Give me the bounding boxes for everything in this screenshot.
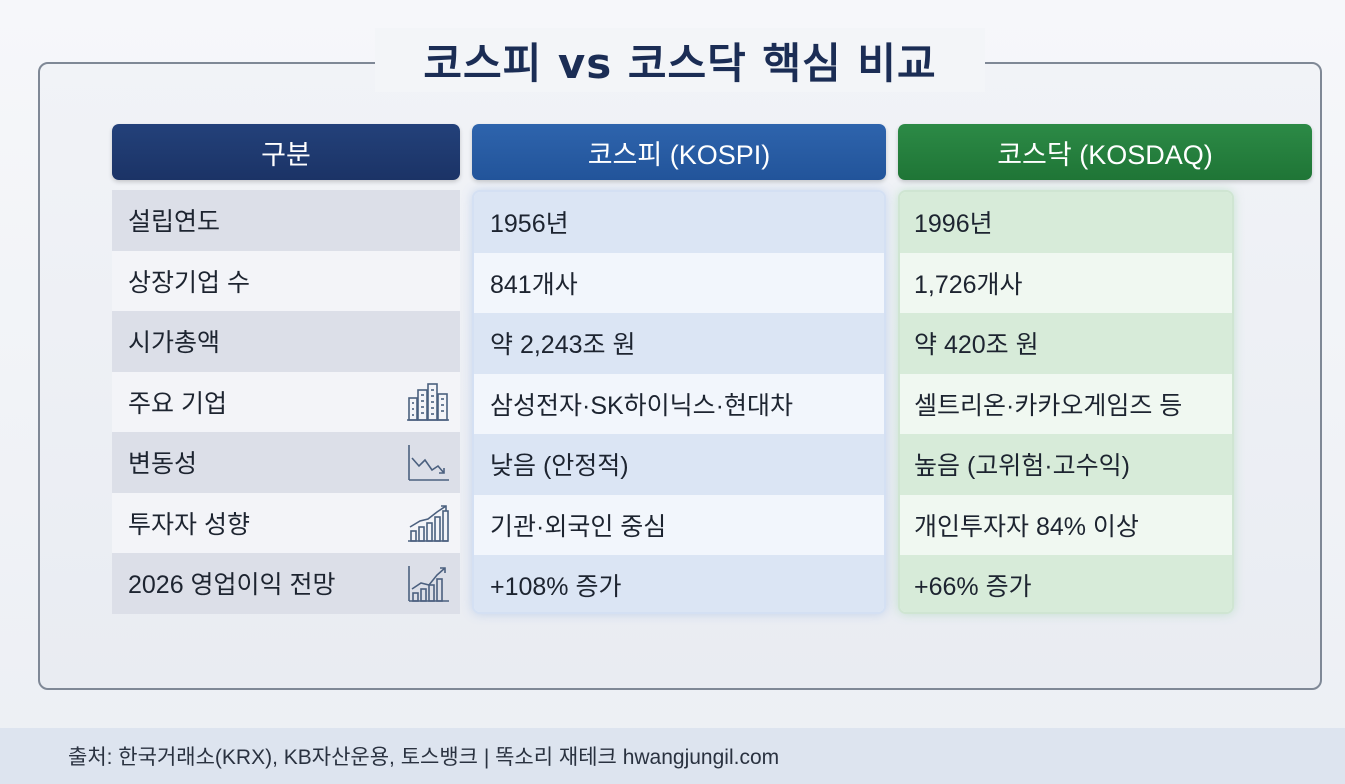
category-label: 투자자 성향 [128,510,250,539]
kosdaq-cell: 1996년 [900,192,1232,253]
page-title: 코스피 vs 코스닥 핵심 비교 [423,38,937,88]
buildings-icon [407,382,449,421]
kospi-cell: 1956년 [474,192,884,253]
kosdaq-cell: 개인투자자 84% 이상 [900,494,1232,555]
category-row: 주요 기업 [112,371,460,432]
source-footer: 출처: 한국거래소(KRX), KB자산운용, 토스뱅크 | 똑소리 재테크 h… [0,728,1345,784]
category-column: 설립연도 상장기업 수 시가총액 주요 기업 변동성 투자자 성향 [112,190,460,614]
kosdaq-cell: 높음 (고위험·고수익) [900,434,1232,495]
kosdaq-cell: +66% 증가 [900,555,1232,612]
title-container: 코스피 vs 코스닥 핵심 비교 [375,28,985,92]
kospi-cell: 기관·외국인 중심 [474,494,884,555]
kosdaq-cell: 1,726개사 [900,252,1232,313]
kosdaq-cell: 셀트리온·카카오게임즈 등 [900,373,1232,434]
header-kosdaq: 코스닥 (KOSDAQ) [898,124,1312,180]
kospi-column: 1956년 841개사 약 2,243조 원 삼성전자·SK하이닉스·현대차 낮… [472,190,886,614]
category-row: 투자자 성향 [112,492,460,553]
category-label: 2026 영업이익 전망 [128,571,336,600]
category-label: 변동성 [128,450,198,479]
kosdaq-column: 1996년 1,726개사 약 420조 원 셀트리온·카카오게임즈 등 높음 … [898,190,1234,614]
category-row: 설립연도 [112,190,460,251]
category-row: 2026 영업이익 전망 [112,553,460,614]
kospi-cell: +108% 증가 [474,555,884,612]
header-category: 구분 [112,124,460,180]
bar-chart-up-icon [408,504,449,542]
category-label: 주요 기업 [128,389,227,418]
kosdaq-cell: 약 420조 원 [900,313,1232,374]
kospi-cell: 삼성전자·SK하이닉스·현대차 [474,373,884,434]
category-label: 상장기업 수 [128,268,250,297]
kospi-cell: 841개사 [474,252,884,313]
category-row: 시가총액 [112,311,460,372]
header-kospi: 코스피 (KOSPI) [472,124,886,180]
bar-chart-growth-icon [408,566,449,602]
category-row: 상장기업 수 [112,250,460,311]
category-row: 변동성 [112,432,460,493]
kospi-cell: 낮음 (안정적) [474,434,884,495]
category-label: 설립연도 [128,208,221,237]
category-label: 시가총액 [128,329,221,358]
trend-down-chart-icon [408,445,449,481]
kospi-cell: 약 2,243조 원 [474,313,884,374]
